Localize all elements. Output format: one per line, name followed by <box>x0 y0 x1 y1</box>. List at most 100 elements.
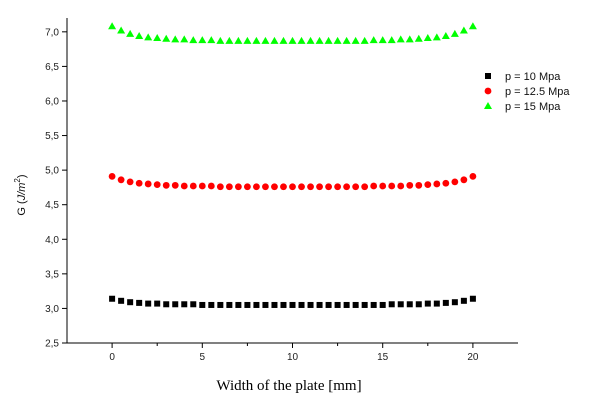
x-tick-label: 15 <box>377 352 389 363</box>
data-point <box>460 176 468 184</box>
data-point <box>361 183 369 191</box>
data-point <box>360 36 369 44</box>
data-point <box>334 301 341 308</box>
y-tick-label: 3,0 <box>45 304 59 315</box>
data-point <box>270 36 279 44</box>
data-point <box>136 299 143 306</box>
data-point <box>127 299 134 306</box>
data-point <box>387 36 396 44</box>
data-point <box>433 300 440 307</box>
data-point <box>145 300 152 307</box>
legend-marker <box>485 73 491 79</box>
data-point <box>325 301 332 308</box>
data-point <box>423 34 432 42</box>
data-point <box>460 297 467 304</box>
data-point <box>226 301 233 308</box>
legend-label: p = 10 Mpa <box>505 71 561 83</box>
data-point <box>379 301 386 308</box>
data-point <box>180 35 189 43</box>
data-point <box>279 36 288 44</box>
data-point <box>234 36 243 44</box>
data-point <box>135 31 144 39</box>
data-point <box>117 176 125 184</box>
data-point <box>397 301 404 308</box>
data-point <box>198 36 207 44</box>
data-point <box>271 301 278 308</box>
y-tick-label: 2,5 <box>45 339 59 350</box>
axes: 0 5 10 15 20 2,5 3,0 3,5 4,0 4,5 5,0 5,5 6,0 6,5 7,0 <box>45 18 518 363</box>
data-point <box>262 301 269 308</box>
data-point <box>343 183 351 191</box>
data-point <box>280 183 287 191</box>
data-points <box>108 22 477 308</box>
data-point <box>262 183 269 191</box>
data-point <box>414 34 423 42</box>
data-point <box>415 181 423 189</box>
data-point <box>352 301 359 308</box>
series-3 <box>108 22 477 44</box>
data-point <box>459 26 468 34</box>
data-point <box>261 36 270 44</box>
data-point <box>199 301 206 308</box>
data-point <box>406 181 414 189</box>
data-point <box>207 182 215 190</box>
data-point <box>198 182 206 190</box>
data-point <box>333 36 342 44</box>
data-point <box>288 36 297 44</box>
data-point <box>289 183 296 191</box>
data-point <box>189 182 197 190</box>
data-point <box>388 301 395 308</box>
y-tick-label: 4,0 <box>45 235 59 246</box>
data-point <box>369 36 378 44</box>
data-point <box>154 300 161 307</box>
legend-marker <box>484 102 492 109</box>
data-point <box>216 183 224 191</box>
data-point <box>108 22 117 30</box>
data-point <box>396 35 405 43</box>
data-point <box>432 33 441 41</box>
data-point <box>298 183 305 191</box>
data-point <box>135 179 143 187</box>
data-point <box>153 181 161 189</box>
data-point <box>442 299 449 306</box>
data-point <box>244 183 251 191</box>
data-point <box>225 36 234 44</box>
data-point <box>253 301 260 308</box>
data-point <box>235 301 242 308</box>
data-point <box>118 297 125 304</box>
data-point <box>244 301 251 308</box>
data-point <box>315 36 324 44</box>
data-point <box>325 183 332 191</box>
data-point <box>307 183 314 191</box>
data-point <box>451 178 459 186</box>
y-tick-label: 6,0 <box>45 96 59 107</box>
data-point <box>370 301 377 308</box>
data-point <box>216 36 225 44</box>
data-point <box>405 35 414 43</box>
data-point <box>162 181 170 189</box>
series-2 <box>108 172 477 191</box>
x-tick-label: 0 <box>109 352 115 363</box>
x-tick-label: 10 <box>287 352 299 363</box>
x-tick-label: 20 <box>467 352 479 363</box>
y-axis-label-unit: J/m <box>16 183 28 202</box>
data-point <box>361 301 368 308</box>
data-point <box>108 172 116 180</box>
legend-label: p = 12.5 Mpa <box>505 86 570 98</box>
legend: p = 10 Mpa p = 12.5 Mpa p = 15 Mpa <box>484 71 570 113</box>
data-point <box>126 29 135 37</box>
data-point <box>234 183 242 191</box>
data-point <box>153 34 162 42</box>
y-tick-label: 5,0 <box>45 166 59 177</box>
data-point <box>109 295 116 302</box>
data-point <box>162 34 171 42</box>
legend-label: p = 15 Mpa <box>505 101 561 113</box>
data-point <box>469 295 476 302</box>
y-tick-label: 7,0 <box>45 27 59 38</box>
data-point <box>180 182 188 190</box>
data-point <box>324 36 333 44</box>
data-point <box>289 301 296 308</box>
series-1 <box>109 295 476 308</box>
x-axis-label: Width of the plate [mm] <box>216 378 361 394</box>
data-point <box>370 182 378 190</box>
